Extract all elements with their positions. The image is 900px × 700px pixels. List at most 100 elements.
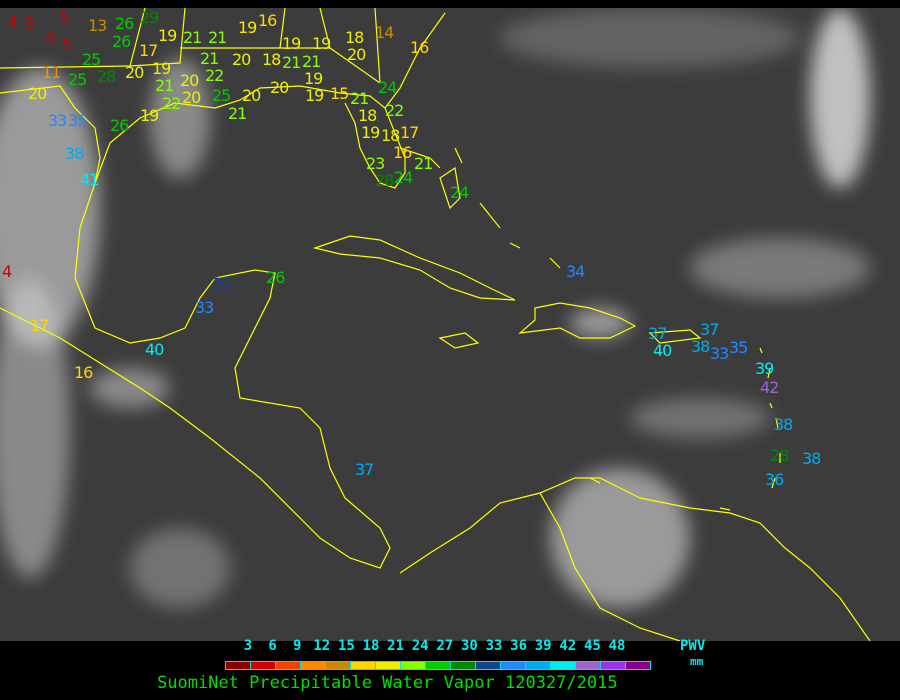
legend-tick: 18 [362,638,380,654]
station-pwv-label: 37 [355,460,374,479]
station-pwv-label: 20 [28,84,47,103]
station-pwv-label: 29 [140,8,159,27]
legend-color-segment [301,662,326,669]
station-pwv-label: 26 [110,116,129,135]
station-pwv-label: 16 [74,363,93,382]
station-pwv-label: 16 [410,38,429,57]
station-pwv-label: 26 [115,14,134,33]
legend-tick: 15 [337,638,355,654]
station-pwv-label: 22 [162,94,181,113]
station-pwv-label: 35 [68,111,87,130]
station-pwv-label: 21 [208,28,227,47]
station-pwv-label: 38 [802,449,821,468]
station-pwv-label: 19 [158,26,177,45]
station-pwv-label: 21 [200,49,219,68]
station-pwv-label: 15 [330,84,349,103]
station-pwv-label: 23 [366,154,385,173]
station-pwv-label: 30 [212,274,231,293]
station-pwv-label: 21 [414,154,433,173]
station-pwv-label: 19 [140,106,159,125]
station-pwv-label: 16 [258,11,277,30]
station-pwv-label: 21 [282,53,301,72]
station-pwv-label: 41 [80,170,99,189]
station-pwv-label: 19 [305,86,324,105]
map-caption: SuomiNet Precipitable Water Vapor 120327… [157,673,618,693]
color-scale-bar [225,661,651,670]
station-pwv-label: 34 [566,262,585,281]
station-pwv-label: 28 [770,446,789,465]
legend-color-segment [251,662,276,669]
station-pwv-label: 19 [304,69,323,88]
legend-color-segment [551,662,576,669]
legend-color-segment [626,662,650,669]
station-pwv-label: 21 [228,104,247,123]
legend-color-segment [501,662,526,669]
legend-color-segment [426,662,451,669]
station-pwv-label: 42 [760,378,779,397]
legend-tick: 27 [436,638,454,654]
legend-tick: 36 [510,638,528,654]
station-pwv-label: 37 [648,324,667,343]
station-pwv-label: 20 [182,88,201,107]
legend-color-segment [576,662,601,669]
legend-tick: 33 [485,638,503,654]
legend-color-segment [401,662,426,669]
station-pwv-label: 13 [88,16,107,35]
legend-color-segment [351,662,376,669]
station-pwv-label: 37 [700,320,719,339]
station-pwv-label: 4 [45,28,55,47]
legend-unit-mm: mm [690,655,704,668]
station-pwv-label: 17 [30,316,49,335]
station-pwv-label: 25 [82,50,101,69]
station-pwv-label: 26 [266,268,285,287]
station-pwv-label: 22 [205,66,224,85]
station-pwv-label: 33 [48,111,67,130]
legend-color-segment [226,662,251,669]
legend-tick: 48 [608,638,626,654]
station-pwv-label: 18 [358,106,377,125]
legend-tick: 3 [243,638,253,654]
station-pwv-label: 5 [60,8,70,27]
station-pwv-label: 21 [302,52,321,71]
station-pwv-label: 25 [68,70,87,89]
legend-color-segment [601,662,626,669]
coastlines [0,8,871,641]
station-pwv-label: 19 [282,34,301,53]
station-pwv-label: 17 [400,123,419,142]
station-pwv-label: 28 [97,67,116,86]
station-pwv-label: 19 [312,34,331,53]
station-pwv-label: 22 [385,101,404,120]
legend-tick: 12 [313,638,331,654]
legend-color-segment [451,662,476,669]
station-pwv-label: 18 [345,28,364,47]
station-pwv-label: 38 [65,144,84,163]
color-legend: 3 6 9 12 15 18 21 24 27 30 33 36 39 42 45 48 [0,638,900,700]
station-pwv-label: 24 [450,183,469,202]
station-pwv-label: 20 [125,63,144,82]
station-pwv-label: 19 [152,59,171,78]
legend-tick: 21 [387,638,405,654]
station-pwv-label: 20 [242,86,261,105]
station-pwv-label: 4 [8,12,18,31]
station-pwv-label: 20 [232,50,251,69]
legend-tick: 42 [559,638,577,654]
station-pwv-label: 39 [755,359,774,378]
station-pwv-label: 21 [155,76,174,95]
station-pwv-label: 20 [180,71,199,90]
station-pwv-label: 19 [361,123,380,142]
legend-color-segment [326,662,351,669]
station-pwv-label: 38 [774,415,793,434]
station-pwv-label: 5 [62,35,72,54]
station-pwv-label: 4 [2,262,12,281]
legend-tick: 30 [460,638,478,654]
legend-tick: 24 [411,638,429,654]
station-pwv-label: 19 [238,18,257,37]
station-pwv-label: 36 [765,470,784,489]
legend-tick: 39 [534,638,552,654]
station-pwv-label: 17 [139,41,158,60]
station-pwv-label: 33 [710,344,729,363]
station-pwv-label: 35 [729,338,748,357]
legend-color-segment [376,662,401,669]
station-pwv-label: 18 [381,126,400,145]
